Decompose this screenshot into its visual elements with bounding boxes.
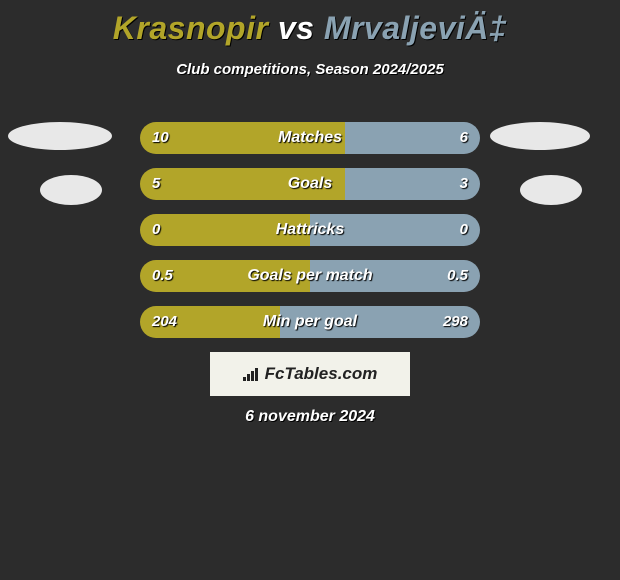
stat-value-left: 0.5 xyxy=(152,260,173,292)
stat-value-right: 298 xyxy=(443,306,468,338)
stat-value-right: 0.5 xyxy=(447,260,468,292)
player-photo-right xyxy=(520,175,582,205)
stat-row: Goals per match0.5 0.5 xyxy=(140,260,480,292)
date-text: 6 november 2024 xyxy=(0,408,620,426)
stat-label: Min per goal xyxy=(140,306,480,338)
player-photo-left xyxy=(40,175,102,205)
vs-separator: vs xyxy=(278,10,315,46)
stat-row: Goals5 3 xyxy=(140,168,480,200)
player1-name: Krasnopir xyxy=(113,10,269,46)
brand-label: FcTables.com xyxy=(265,364,378,383)
stat-value-right: 6 xyxy=(460,122,468,154)
stat-row: Hattricks0 0 xyxy=(140,214,480,246)
player2-name: MrvaljeviÄ‡ xyxy=(324,10,507,46)
stat-value-left: 10 xyxy=(152,122,169,154)
subtitle: Club competitions, Season 2024/2025 xyxy=(0,61,620,78)
stat-value-left: 5 xyxy=(152,168,160,200)
stat-value-left: 0 xyxy=(152,214,160,246)
stats-table: Matches10 6 Goals5 3 Hattricks0 0 Goals per ma… xyxy=(140,122,480,352)
stat-row: Matches10 6 xyxy=(140,122,480,154)
stat-label: Goals xyxy=(140,168,480,200)
team-logo-right xyxy=(490,122,590,150)
stat-label: Hattricks xyxy=(140,214,480,246)
stat-value-left: 204 xyxy=(152,306,177,338)
comparison-card: Krasnopir vs MrvaljeviÄ‡ Club competitio… xyxy=(0,0,620,580)
stat-value-right: 3 xyxy=(460,168,468,200)
stat-label: Matches xyxy=(140,122,480,154)
bars-icon xyxy=(243,367,261,381)
brand-box: FcTables.com xyxy=(210,352,410,396)
stat-label: Goals per match xyxy=(140,260,480,292)
stat-value-right: 0 xyxy=(460,214,468,246)
title: Krasnopir vs MrvaljeviÄ‡ xyxy=(0,0,620,47)
brand-text: FcTables.com xyxy=(243,364,378,384)
stat-row: Min per goal204 298 xyxy=(140,306,480,338)
team-logo-left xyxy=(8,122,112,150)
